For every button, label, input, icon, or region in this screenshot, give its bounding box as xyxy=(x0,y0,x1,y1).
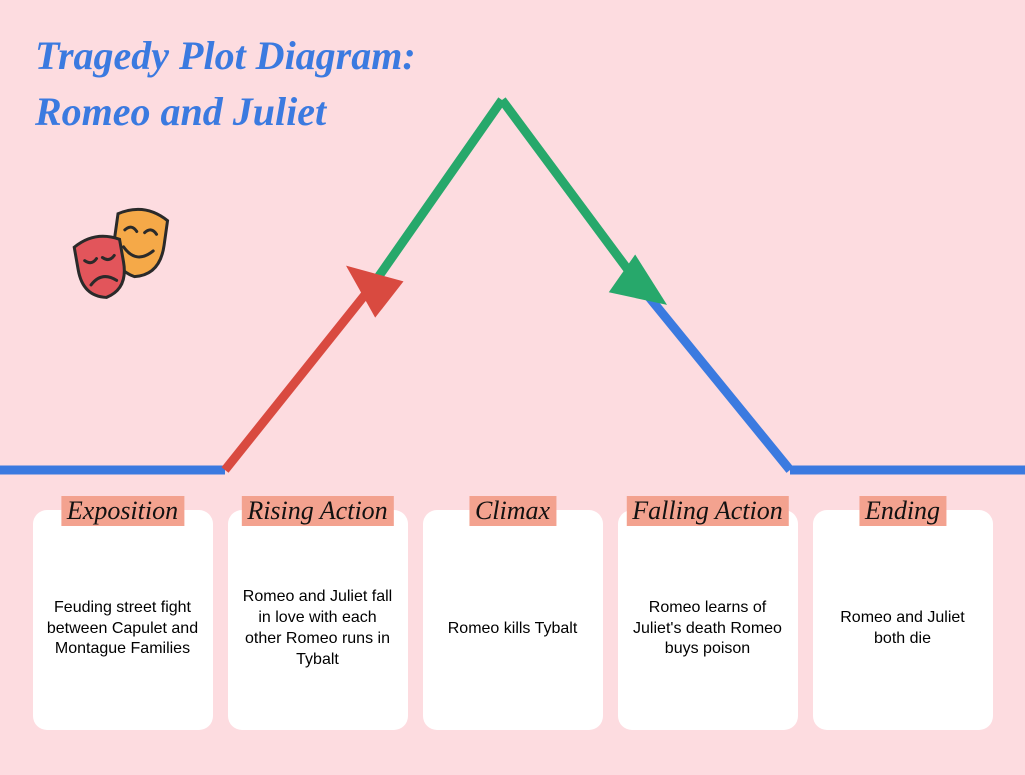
label-climax: Climax xyxy=(469,496,556,526)
title-line-1: Tragedy Plot Diagram: xyxy=(35,33,416,78)
card-falling: Falling Action Romeo learns of Juliet's … xyxy=(618,510,798,730)
body-falling: Romeo learns of Juliet's death Romeo buy… xyxy=(630,598,786,660)
label-ending: Ending xyxy=(859,496,946,526)
card-exposition: Exposition Feuding street fight between … xyxy=(33,510,213,730)
card-climax: Climax Romeo kills Tybalt xyxy=(423,510,603,730)
body-climax: Romeo kills Tybalt xyxy=(448,619,578,640)
theater-masks-icon xyxy=(70,205,170,300)
body-rising: Romeo and Juliet fall in love with each … xyxy=(240,587,396,670)
body-exposition: Feuding street fight between Capulet and… xyxy=(45,598,201,660)
card-rising: Rising Action Romeo and Juliet fall in l… xyxy=(228,510,408,730)
cards-row: Exposition Feuding street fight between … xyxy=(0,510,1025,730)
label-exposition: Exposition xyxy=(61,496,184,526)
label-falling: Falling Action xyxy=(626,496,788,526)
diagram-title: Tragedy Plot Diagram: Romeo and Juliet xyxy=(35,28,416,140)
card-ending: Ending Romeo and Juliet both die xyxy=(813,510,993,730)
body-ending: Romeo and Juliet both die xyxy=(825,608,981,650)
label-rising: Rising Action xyxy=(241,496,393,526)
title-line-2: Romeo and Juliet xyxy=(35,89,326,134)
